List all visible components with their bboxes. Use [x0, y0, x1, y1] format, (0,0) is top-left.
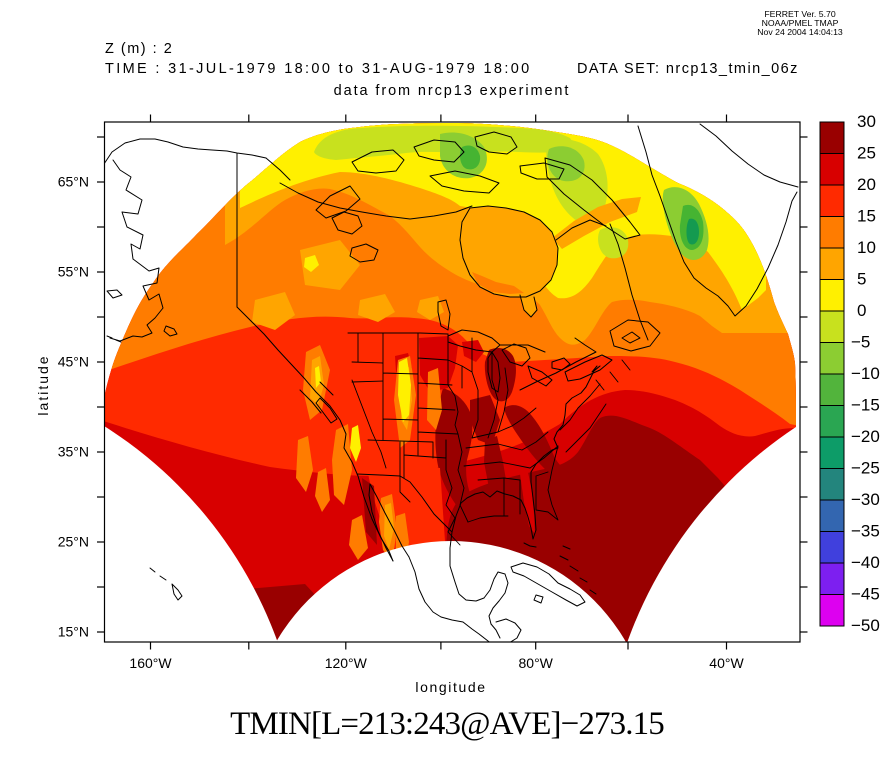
- svg-text:−40: −40: [851, 553, 880, 572]
- svg-text:15: 15: [857, 207, 876, 226]
- svg-text:−35: −35: [851, 522, 880, 541]
- svg-text:0: 0: [857, 301, 866, 320]
- svg-text:45°N: 45°N: [58, 354, 89, 370]
- svg-text:−15: −15: [851, 396, 880, 415]
- svg-text:FERRET Ver. 5.70: FERRET Ver. 5.70: [764, 9, 835, 19]
- svg-text:longitude: longitude: [415, 679, 486, 695]
- svg-text:−10: −10: [851, 364, 880, 383]
- svg-text:40°W: 40°W: [709, 655, 744, 671]
- svg-text:30: 30: [857, 112, 876, 131]
- svg-text:55°N: 55°N: [58, 264, 89, 280]
- svg-text:data from nrcp13 experiment: data from nrcp13 experiment: [334, 83, 571, 99]
- svg-text:−45: −45: [851, 585, 880, 604]
- svg-text:15°N: 15°N: [58, 624, 89, 640]
- svg-text:25°N: 25°N: [58, 534, 89, 550]
- svg-text:DATA SET: nrcp13_tmin_06z: DATA SET: nrcp13_tmin_06z: [577, 61, 799, 77]
- svg-text:−25: −25: [851, 459, 880, 478]
- svg-text:35°N: 35°N: [58, 444, 89, 460]
- svg-text:Nov 24 2004 14:04:13: Nov 24 2004 14:04:13: [757, 27, 843, 37]
- svg-text:TIME : 31-JUL-1979 18:00 to 31: TIME : 31-JUL-1979 18:00 to 31-AUG-1979 …: [105, 61, 532, 77]
- svg-text:−50: −50: [851, 616, 880, 635]
- svg-text:25: 25: [857, 144, 876, 163]
- svg-text:160°W: 160°W: [129, 655, 172, 671]
- svg-text:65°N: 65°N: [58, 174, 89, 190]
- svg-text:120°W: 120°W: [325, 655, 368, 671]
- svg-text:5: 5: [857, 270, 866, 289]
- svg-text:Z (m) : 2: Z (m) : 2: [105, 41, 173, 57]
- svg-text:10: 10: [857, 238, 876, 257]
- svg-text:−5: −5: [851, 333, 870, 352]
- svg-text:80°W: 80°W: [519, 655, 554, 671]
- svg-text:NOAA/PMEL TMAP: NOAA/PMEL TMAP: [762, 18, 839, 28]
- svg-text:20: 20: [857, 175, 876, 194]
- svg-text:−30: −30: [851, 490, 880, 509]
- svg-text:TMIN[L=213:243@AVE]−273.15: TMIN[L=213:243@AVE]−273.15: [230, 706, 664, 742]
- svg-text:latitude: latitude: [35, 354, 51, 415]
- svg-text:−20: −20: [851, 427, 880, 446]
